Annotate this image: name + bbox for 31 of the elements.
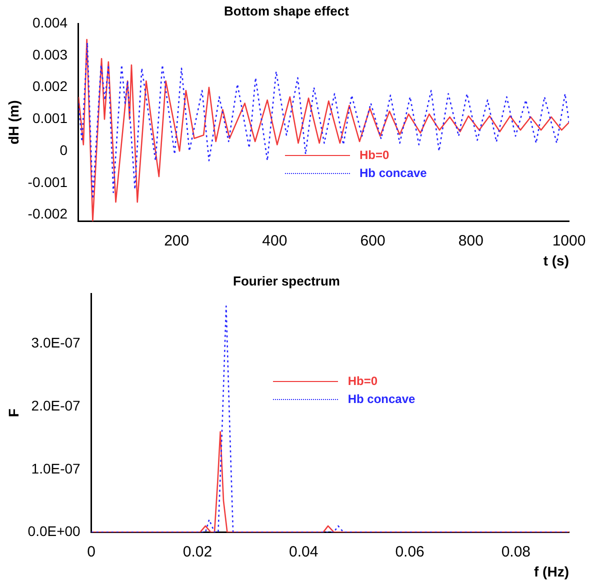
text: Hb concave (348, 391, 416, 408)
x-axis-title: f (Hz) (534, 563, 569, 580)
x-tick-label: 0.08 (501, 543, 531, 560)
x-axis-title: t (s) (543, 252, 569, 268)
chart-title: Bottom shape effect (224, 3, 350, 18)
y-tick-label: 2.0E-07 (31, 397, 81, 414)
y-tick-label: -0.002 (28, 206, 68, 222)
y-tick-label: 0.0E+00 (28, 523, 81, 540)
x-tick-label: 0.04 (289, 543, 318, 560)
x-tick-label: 600 (360, 232, 386, 250)
x-tick-label: 0.02 (182, 543, 212, 560)
x-tick-label: 1000 (552, 232, 586, 250)
y-tick-label: 0.001 (32, 110, 68, 126)
chart-title: Fourier spectrum (233, 273, 340, 288)
y-tick-label: 0.003 (32, 46, 68, 62)
y-tick-label: 3.0E-07 (31, 334, 81, 351)
y-axis-title: dH (m) (5, 100, 22, 145)
y-tick-label: 0 (60, 142, 68, 158)
x-tick-label: 0.06 (395, 543, 424, 560)
series-label: Hb=0 (360, 147, 390, 164)
x-tick-label: 800 (458, 232, 484, 250)
y-tick-label: 0.002 (32, 78, 68, 94)
x-tick-label: 0 (87, 543, 96, 560)
y-tick-label: 0.004 (32, 14, 68, 30)
text: Hb=0 (348, 373, 378, 390)
y-axis-title: F (5, 408, 22, 418)
x-tick-label: 200 (164, 232, 190, 250)
y-tick-label: 1.0E-07 (31, 460, 81, 476)
x-tick-label: 400 (262, 232, 288, 250)
y-tick-label: -0.001 (28, 174, 68, 190)
series-label: Hb concave (360, 165, 427, 182)
